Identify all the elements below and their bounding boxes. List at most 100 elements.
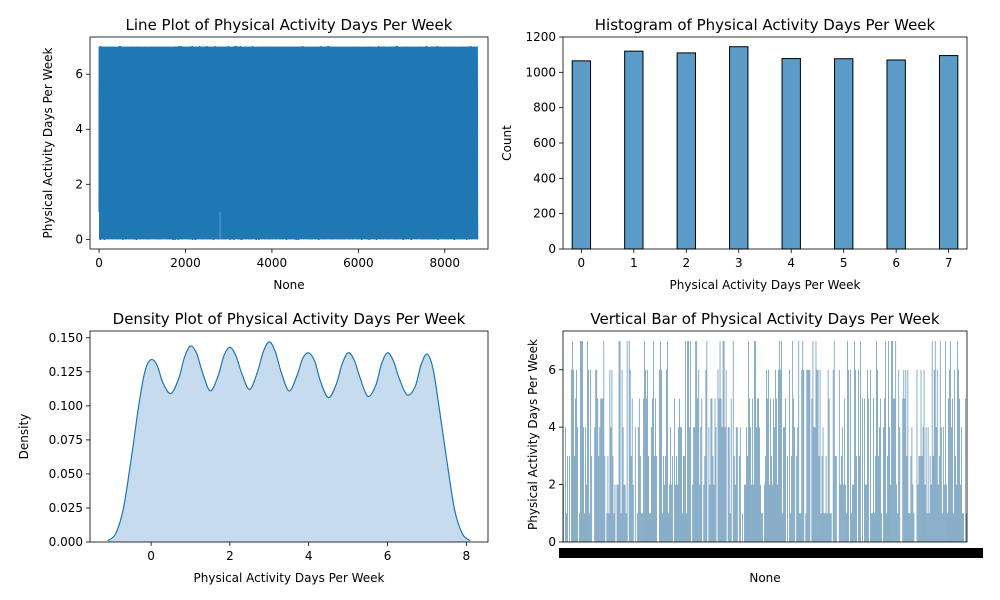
bar bbox=[653, 341, 654, 542]
bar bbox=[672, 455, 673, 542]
chart-title: Histogram of Physical Activity Days Per … bbox=[595, 16, 936, 34]
bar bbox=[868, 398, 869, 542]
bar bbox=[616, 484, 618, 542]
bar bbox=[624, 484, 626, 542]
bar bbox=[640, 513, 642, 542]
bar bbox=[880, 398, 881, 542]
bar bbox=[827, 369, 829, 542]
bar bbox=[844, 484, 846, 542]
y-axis-label: Physical Activity Days Per Week bbox=[41, 48, 55, 239]
y-tick-label: 0 bbox=[75, 232, 83, 246]
bar bbox=[890, 484, 891, 542]
bar bbox=[807, 369, 809, 542]
bar bbox=[839, 484, 841, 542]
bar bbox=[941, 513, 943, 542]
x-tick-label: 3 bbox=[735, 256, 743, 270]
bar bbox=[871, 513, 872, 542]
bar bbox=[724, 427, 726, 542]
bar bbox=[721, 427, 723, 542]
y-tick-label: 0.050 bbox=[49, 467, 83, 481]
x-tick-label: 4 bbox=[305, 549, 313, 563]
bar bbox=[660, 341, 661, 542]
x-tick-label: 0 bbox=[578, 256, 586, 270]
bar bbox=[777, 484, 778, 542]
bar bbox=[591, 455, 593, 542]
bar bbox=[698, 369, 700, 542]
bar bbox=[572, 341, 573, 542]
bar bbox=[840, 455, 842, 542]
bar bbox=[856, 455, 857, 542]
bar bbox=[835, 455, 837, 542]
bar bbox=[749, 398, 750, 542]
bar bbox=[958, 369, 959, 542]
bar bbox=[928, 513, 930, 542]
bar bbox=[656, 455, 657, 542]
bar bbox=[637, 427, 639, 542]
bar bbox=[739, 427, 741, 542]
y-axis-label: Density bbox=[17, 414, 31, 460]
bar bbox=[750, 427, 751, 542]
bar bbox=[722, 341, 724, 542]
y-tick-label: 200 bbox=[533, 207, 556, 221]
bar bbox=[814, 427, 816, 542]
bar bbox=[916, 369, 918, 542]
bar bbox=[606, 513, 608, 542]
bar bbox=[948, 398, 949, 542]
bar bbox=[598, 455, 600, 542]
bar bbox=[641, 513, 643, 542]
bar bbox=[883, 427, 884, 542]
x-tick-label: 1 bbox=[630, 256, 638, 270]
bar bbox=[732, 341, 734, 542]
bar bbox=[676, 455, 677, 542]
bar bbox=[706, 341, 708, 542]
bar bbox=[812, 341, 814, 542]
bar bbox=[705, 369, 707, 542]
bar bbox=[867, 369, 868, 542]
bar bbox=[960, 484, 961, 542]
bar bbox=[667, 341, 668, 542]
bar bbox=[959, 398, 960, 542]
bar bbox=[846, 513, 847, 542]
bar bbox=[757, 398, 758, 542]
bar bbox=[717, 369, 719, 542]
bar bbox=[699, 484, 701, 542]
x-tick-label: 8000 bbox=[430, 256, 461, 270]
bar bbox=[898, 369, 900, 542]
bar bbox=[747, 455, 748, 542]
bar bbox=[689, 427, 691, 542]
bar bbox=[864, 398, 865, 542]
axes-frame bbox=[562, 36, 968, 250]
bar bbox=[761, 513, 762, 542]
bar bbox=[574, 455, 575, 542]
bar bbox=[934, 341, 936, 542]
bar bbox=[813, 427, 815, 542]
chart-title: Line Plot of Physical Activity Days Per … bbox=[126, 16, 453, 34]
bar bbox=[895, 341, 897, 542]
bar bbox=[874, 513, 875, 542]
x-axis-label: None bbox=[273, 278, 304, 292]
y-tick-label: 6 bbox=[548, 363, 556, 377]
bar bbox=[801, 369, 803, 542]
histogram-bar bbox=[729, 46, 749, 250]
bar bbox=[738, 455, 740, 542]
bar bbox=[678, 427, 679, 542]
y-tick-label: 6 bbox=[75, 67, 83, 81]
bar bbox=[957, 341, 958, 542]
bar bbox=[583, 427, 584, 542]
bar bbox=[671, 484, 672, 542]
bar bbox=[929, 455, 931, 542]
bar bbox=[930, 484, 932, 542]
bar bbox=[588, 369, 590, 542]
bar bbox=[734, 484, 736, 542]
bar bbox=[805, 513, 807, 542]
bar bbox=[764, 484, 765, 542]
bar bbox=[933, 369, 935, 542]
bar bbox=[613, 513, 615, 542]
bar bbox=[931, 341, 933, 542]
bar bbox=[703, 484, 705, 542]
bar bbox=[719, 341, 721, 542]
bar bbox=[758, 398, 759, 542]
bar bbox=[728, 427, 730, 542]
bar bbox=[790, 513, 792, 542]
bar bbox=[918, 455, 920, 542]
